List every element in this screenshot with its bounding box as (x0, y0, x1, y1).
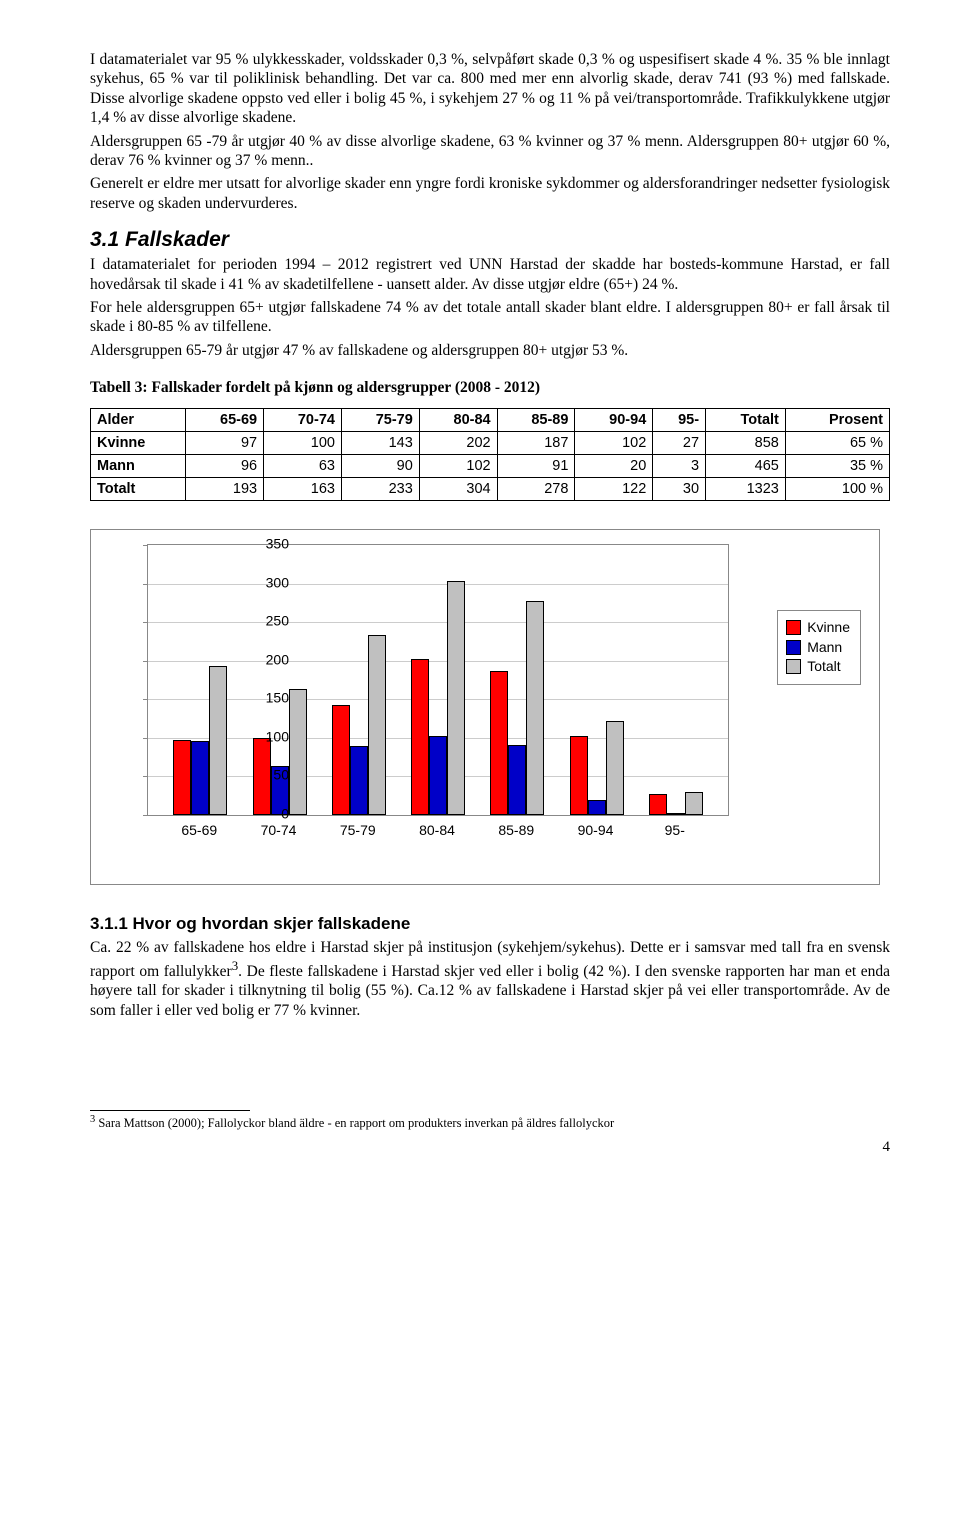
page-number: 4 (90, 1138, 890, 1157)
bar-kvinne (490, 671, 508, 815)
x-label: 65-69 (181, 822, 217, 840)
y-tick: 300 (249, 574, 289, 592)
y-tick: 50 (249, 767, 289, 785)
legend-item: Kvinne (786, 619, 850, 637)
bar-totalt (606, 721, 624, 815)
footnote-3: 3 Sara Mattson (2000); Fallolyckor bland… (90, 1113, 890, 1132)
table-header: 65-69 (186, 408, 264, 431)
bar-mann (191, 741, 209, 815)
legend-item: Mann (786, 639, 850, 657)
table-header: 95- (653, 408, 706, 431)
y-tick: 100 (249, 728, 289, 746)
footnote-separator (90, 1110, 250, 1111)
bar-kvinne (332, 705, 350, 815)
table-header: 80-84 (419, 408, 497, 431)
table-header: 75-79 (341, 408, 419, 431)
legend-swatch (786, 640, 801, 655)
bar-kvinne (570, 736, 588, 815)
bar-mann (350, 746, 368, 815)
table-row: Kvinne971001432021871022785865 % (91, 431, 890, 454)
bar-totalt (447, 581, 465, 816)
bar-mann (429, 736, 447, 815)
bar-totalt (289, 689, 307, 815)
y-tick: 200 (249, 651, 289, 669)
paragraph-5: For hele aldersgruppen 65+ utgjør fallsk… (90, 298, 890, 337)
x-label: 85-89 (498, 822, 534, 840)
bar-mann (508, 745, 526, 815)
legend-item: Totalt (786, 658, 850, 676)
paragraph-4: I datamaterialet for perioden 1994 – 201… (90, 255, 890, 294)
y-tick: 0 (249, 805, 289, 823)
table-row: Totalt193163233304278122301323100 % (91, 477, 890, 500)
bar-kvinne (411, 659, 429, 815)
table-header: Prosent (785, 408, 889, 431)
y-tick: 350 (249, 535, 289, 553)
bar-kvinne (173, 740, 191, 815)
x-label: 90-94 (578, 822, 614, 840)
heading-hvor-hvordan: 3.1.1 Hvor og hvordan skjer fallskadene (90, 913, 890, 934)
legend-swatch (786, 620, 801, 635)
x-label: 70-74 (261, 822, 297, 840)
table-header: 90-94 (575, 408, 653, 431)
heading-fallskader: 3.1 Fallskader (90, 227, 890, 253)
fallskader-table: Alder65-6970-7475-7980-8485-8990-9495-To… (90, 408, 890, 502)
table-row: Mann9663901029120346535 % (91, 454, 890, 477)
legend-swatch (786, 659, 801, 674)
x-label: 80-84 (419, 822, 455, 840)
chart-legend: Kvinne MannTotalt (777, 610, 861, 685)
paragraph-7: Ca. 22 % av fallskadene hos eldre i Hars… (90, 938, 890, 1020)
paragraph-6: Aldersgruppen 65-79 år utgjør 47 % av fa… (90, 341, 890, 360)
bar-mann (667, 813, 685, 815)
bar-totalt (368, 635, 386, 815)
bar-mann (588, 800, 606, 815)
paragraph-1: I datamaterialet var 95 % ulykkesskader,… (90, 50, 890, 128)
fallskader-chart: Kvinne MannTotalt 0 50 100 150 200 250 300 350 65… (90, 529, 880, 885)
paragraph-3: Generelt er eldre mer utsatt for alvorli… (90, 174, 890, 213)
bar-totalt (209, 666, 227, 815)
x-label: 95- (665, 822, 685, 840)
bar-totalt (685, 792, 703, 815)
table-header: 85-89 (497, 408, 575, 431)
table-header: 70-74 (264, 408, 342, 431)
x-label: 75-79 (340, 822, 376, 840)
table-header: Totalt (706, 408, 786, 431)
bar-totalt (526, 601, 544, 815)
table-caption: Tabell 3: Fallskader fordelt på kjønn og… (90, 378, 890, 397)
paragraph-2: Aldersgruppen 65 -79 år utgjør 40 % av d… (90, 132, 890, 171)
bar-kvinne (649, 794, 667, 815)
table-header: Alder (91, 408, 186, 431)
y-tick: 250 (249, 612, 289, 630)
y-tick: 150 (249, 690, 289, 708)
